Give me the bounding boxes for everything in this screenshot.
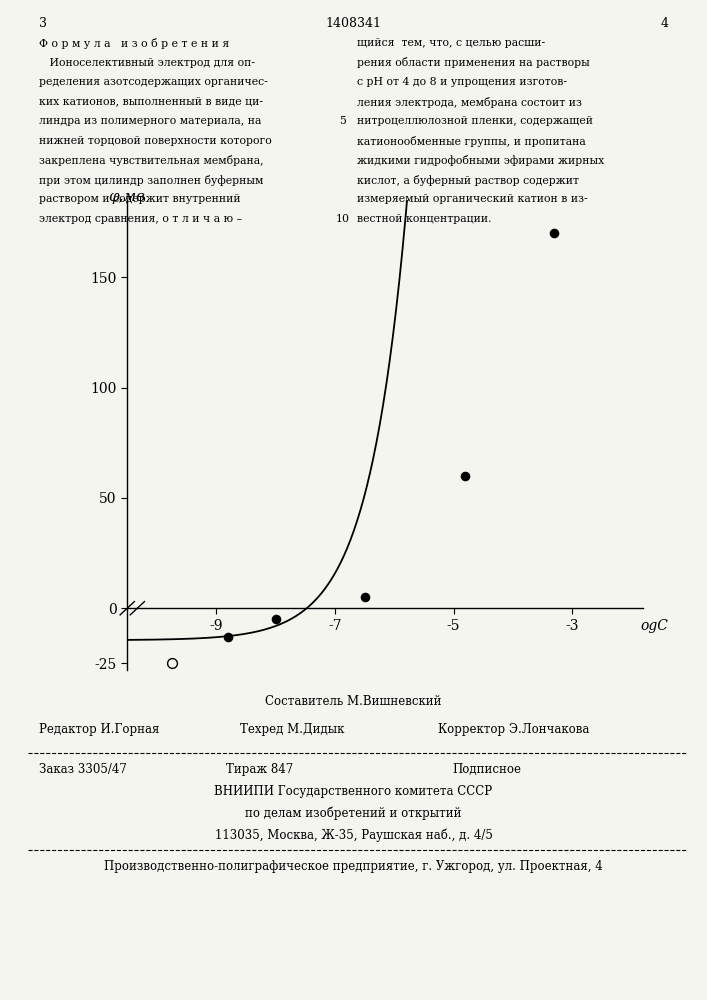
Text: вестной концентрации.: вестной концентрации. <box>357 214 491 224</box>
Text: Тираж 847: Тираж 847 <box>226 763 293 776</box>
Text: 5: 5 <box>339 116 346 126</box>
Text: ления электрода, мембрана состоит из: ления электрода, мембрана состоит из <box>357 97 582 107</box>
Text: линдра из полимерного материала, на: линдра из полимерного материала, на <box>39 116 262 126</box>
Text: 1408341: 1408341 <box>325 17 381 30</box>
Text: Производственно-полиграфическое предприятие, г. Ужгород, ул. Проектная, 4: Производственно-полиграфическое предприя… <box>104 860 603 873</box>
Text: ких катионов, выполненный в виде ци-: ких катионов, выполненный в виде ци- <box>39 97 263 106</box>
Point <box>359 589 370 605</box>
Text: электрод сравнения, о т л и ч а ю –: электрод сравнения, о т л и ч а ю – <box>39 214 242 224</box>
Text: закреплена чувствительная мембрана,: закреплена чувствительная мембрана, <box>39 155 264 166</box>
Text: по делам изобретений и открытий: по делам изобретений и открытий <box>245 807 462 820</box>
Text: Редактор И.Горная: Редактор И.Горная <box>39 723 159 736</box>
Text: 10: 10 <box>336 214 350 224</box>
Point <box>166 655 177 671</box>
Text: рения области применения на растворы: рения области применения на растворы <box>357 57 590 68</box>
Text: жидкими гидрофобными эфирами жирных: жидкими гидрофобными эфирами жирных <box>357 155 604 166</box>
Text: нижней торцовой поверхности которого: нижней торцовой поверхности которого <box>39 136 271 146</box>
Text: 3: 3 <box>39 17 47 30</box>
Text: нитроцеллюлозной пленки, содержащей: нитроцеллюлозной пленки, содержащей <box>357 116 593 126</box>
Text: катионообменные группы, и пропитана: катионообменные группы, и пропитана <box>357 136 586 147</box>
Text: Ионоселективный электрод для оп-: Ионоселективный электрод для оп- <box>39 57 255 68</box>
Text: φ,мв: φ,мв <box>109 190 146 204</box>
Text: Ф о р м у л а   и з о б р е т е н и я: Ф о р м у л а и з о б р е т е н и я <box>39 38 229 49</box>
Text: щийся  тем, что, с целью расши-: щийся тем, что, с целью расши- <box>357 38 545 48</box>
Point <box>223 629 234 645</box>
Text: ределения азотсодержащих органичес-: ределения азотсодержащих органичес- <box>39 77 268 87</box>
Text: измеряемый органический катион в из-: измеряемый органический катион в из- <box>357 194 588 204</box>
Point <box>549 225 560 241</box>
Text: раствором и содержит внутренний: раствором и содержит внутренний <box>39 194 240 204</box>
Text: Составитель М.Вишневский: Составитель М.Вишневский <box>265 695 442 708</box>
Text: 113035, Москва, Ж-35, Раушская наб., д. 4/5: 113035, Москва, Ж-35, Раушская наб., д. … <box>214 829 493 842</box>
Text: ВНИИПИ Государственного комитета СССР: ВНИИПИ Государственного комитета СССР <box>214 785 493 798</box>
Point <box>460 468 471 484</box>
Text: оgC: оgC <box>641 619 668 633</box>
Point <box>270 611 281 627</box>
Text: при этом цилиндр заполнен буферным: при этом цилиндр заполнен буферным <box>39 175 263 186</box>
Text: Подписное: Подписное <box>452 763 522 776</box>
Text: с pH от 4 до 8 и упрощения изготов-: с pH от 4 до 8 и упрощения изготов- <box>357 77 567 87</box>
Text: кислот, а буферный раствор содержит: кислот, а буферный раствор содержит <box>357 175 579 186</box>
Text: 4: 4 <box>661 17 669 30</box>
Text: Корректор Э.Лончакова: Корректор Э.Лончакова <box>438 723 590 736</box>
Text: Техред М.Дидык: Техред М.Дидык <box>240 723 345 736</box>
Text: Заказ 3305/47: Заказ 3305/47 <box>39 763 127 776</box>
